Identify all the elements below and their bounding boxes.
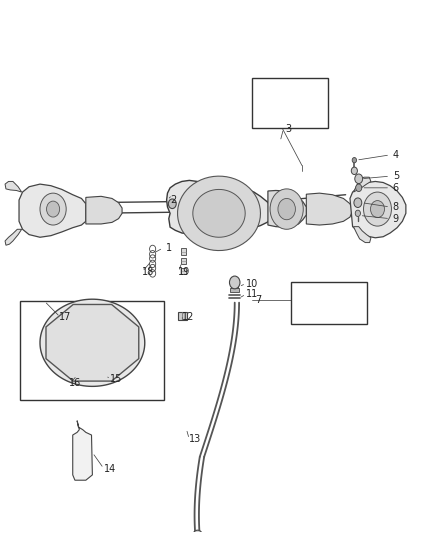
Circle shape — [364, 192, 392, 226]
Circle shape — [318, 285, 332, 302]
Polygon shape — [350, 181, 406, 238]
Circle shape — [104, 304, 109, 311]
Text: 6: 6 — [393, 183, 399, 193]
Polygon shape — [86, 196, 122, 224]
Circle shape — [126, 361, 131, 368]
Text: 19: 19 — [178, 267, 190, 277]
Bar — [177, 312, 187, 320]
Text: 1: 1 — [166, 243, 172, 253]
Bar — [291, 282, 367, 324]
Text: 5: 5 — [393, 171, 399, 181]
Text: 3: 3 — [286, 124, 292, 134]
Bar — [231, 282, 238, 289]
Bar — [180, 258, 186, 264]
Circle shape — [278, 198, 295, 220]
Bar — [169, 190, 175, 194]
Text: R: R — [79, 441, 85, 450]
Text: 8: 8 — [393, 202, 399, 212]
Circle shape — [322, 304, 328, 311]
Circle shape — [168, 199, 176, 208]
Circle shape — [104, 375, 109, 382]
Text: T: T — [80, 450, 85, 459]
Polygon shape — [166, 180, 272, 234]
Polygon shape — [46, 304, 139, 381]
Circle shape — [85, 333, 100, 352]
Polygon shape — [19, 184, 86, 237]
Polygon shape — [306, 193, 353, 225]
Text: 16: 16 — [69, 378, 81, 389]
Text: 15: 15 — [110, 374, 123, 384]
Circle shape — [355, 174, 363, 183]
Text: 2: 2 — [170, 195, 176, 205]
Circle shape — [270, 189, 303, 229]
Text: V: V — [79, 459, 85, 468]
Circle shape — [81, 385, 86, 391]
Bar — [20, 301, 164, 400]
Text: 17: 17 — [59, 312, 71, 322]
Text: 18: 18 — [142, 267, 154, 277]
Polygon shape — [353, 227, 371, 243]
Circle shape — [355, 210, 360, 216]
Circle shape — [354, 198, 362, 207]
Circle shape — [278, 82, 293, 101]
Bar — [321, 295, 328, 302]
Circle shape — [192, 530, 203, 533]
Bar — [252, 78, 328, 128]
Circle shape — [53, 361, 59, 368]
Text: 14: 14 — [104, 464, 116, 473]
Bar — [281, 93, 290, 101]
Circle shape — [115, 383, 123, 393]
Circle shape — [322, 290, 328, 297]
Polygon shape — [40, 299, 145, 386]
Circle shape — [135, 340, 140, 346]
Circle shape — [46, 201, 60, 217]
Text: 9: 9 — [393, 214, 399, 224]
Bar — [230, 288, 239, 292]
Text: 13: 13 — [189, 434, 201, 445]
Polygon shape — [5, 229, 21, 245]
Text: 12: 12 — [182, 312, 194, 322]
Circle shape — [230, 276, 240, 289]
Circle shape — [126, 318, 131, 324]
Text: 10: 10 — [246, 279, 258, 288]
Circle shape — [351, 167, 357, 174]
Polygon shape — [193, 189, 245, 237]
Polygon shape — [268, 190, 306, 227]
Text: 4: 4 — [393, 150, 399, 160]
Circle shape — [352, 158, 357, 163]
Circle shape — [214, 207, 224, 220]
Bar — [180, 268, 186, 274]
Bar — [180, 248, 186, 255]
Circle shape — [283, 107, 289, 115]
Text: 7: 7 — [255, 295, 261, 305]
Text: 11: 11 — [246, 289, 258, 299]
Circle shape — [282, 87, 289, 95]
Circle shape — [356, 184, 362, 191]
Polygon shape — [5, 181, 21, 192]
Polygon shape — [177, 176, 261, 251]
Circle shape — [76, 304, 81, 311]
Circle shape — [45, 340, 50, 346]
Circle shape — [371, 200, 385, 217]
Polygon shape — [73, 421, 92, 480]
Polygon shape — [353, 177, 371, 192]
Circle shape — [53, 318, 59, 324]
Bar — [280, 100, 291, 106]
Circle shape — [40, 193, 66, 225]
Circle shape — [76, 375, 81, 382]
